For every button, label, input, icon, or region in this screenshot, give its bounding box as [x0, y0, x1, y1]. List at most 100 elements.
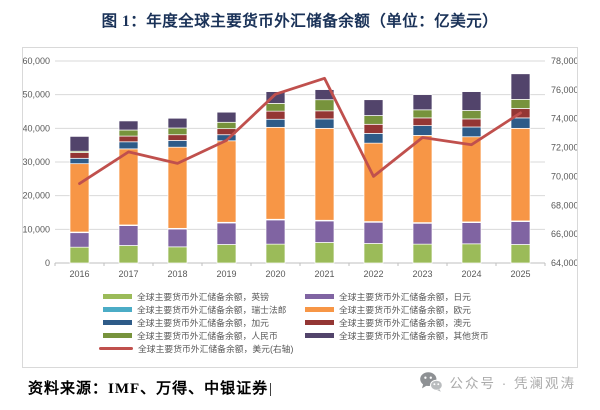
- bar-segment-aud: [412, 117, 433, 126]
- bar-segment-gbp: [167, 246, 188, 264]
- bar-segment-jpy: [69, 232, 90, 248]
- bar-segment-gbp: [363, 243, 384, 264]
- legend-label: 全球主要货币外汇储备余额，瑞士法郎: [137, 305, 287, 315]
- legend-item-aud: 全球主要货币外汇储备余额，澳元: [305, 316, 471, 329]
- source-note[interactable]: 资料来源：IMF、万得、中银证券|: [28, 377, 272, 398]
- bar-segment-cny: [314, 99, 335, 112]
- bar-segment-gbp: [69, 246, 90, 264]
- y-axis-left-tick-label: 0: [45, 258, 50, 268]
- bar-segment-aud: [118, 135, 139, 143]
- legend-item-usd: 全球主要货币外汇储备余额，美元(右轴): [99, 342, 293, 355]
- bar-segment-other: [461, 91, 482, 111]
- x-axis-label: 2017: [118, 269, 138, 279]
- bar-segment-other: [69, 136, 90, 152]
- bar-segment-jpy: [216, 222, 237, 245]
- y-axis-left-tick-label: 20,000: [23, 191, 50, 201]
- bar-segment-cny: [265, 103, 286, 112]
- legend-label: 全球主要货币外汇储备余额，其他货币: [339, 331, 489, 341]
- bar-segment-aud: [461, 118, 482, 128]
- bar-segment-aud: [265, 110, 286, 120]
- y-axis-left-tick-label: 10,000: [23, 224, 50, 234]
- bar-segment-cad: [363, 133, 384, 144]
- y-axis-right-tick-label: 66,000: [551, 229, 577, 239]
- legend-item-cny: 全球主要货币外汇储备余额，人民币: [103, 329, 278, 342]
- legend-label: 全球主要货币外汇储备余额，人民币: [137, 331, 278, 341]
- chart-legend: 全球主要货币外汇储备余额，英镑 全球主要货币外汇储备余额，日元 全球主要货币外汇储备…: [23, 290, 577, 355]
- bar-segment-gbp: [461, 243, 482, 264]
- legend-marker-usd: [99, 347, 133, 350]
- x-axis-label: 2024: [461, 269, 481, 279]
- watermark: 公众号 · 凭澜观涛: [419, 372, 577, 392]
- bar-segment-eur: [461, 136, 482, 223]
- bar-segment-cad: [118, 141, 139, 150]
- legend-item-other: 全球主要货币外汇储备余额，其他货币: [305, 329, 489, 342]
- legend-item-cad: 全球主要货币外汇储备余额，加元: [103, 316, 269, 329]
- bar-segment-cny: [363, 115, 384, 125]
- bar-segment-aud: [167, 134, 188, 141]
- bar-segment-gbp: [510, 244, 531, 264]
- bar-segment-cny: [461, 110, 482, 120]
- bar-segment-other: [510, 73, 531, 100]
- bar-segment-jpy: [461, 222, 482, 245]
- legend-row: 全球主要货币外汇储备余额，加元 全球主要货币外汇储备余额，澳元: [23, 316, 577, 329]
- bar-segment-cny: [118, 129, 139, 137]
- y-axis-left-tick-label: 60,000: [23, 56, 50, 66]
- bar-segment-other: [363, 99, 384, 116]
- chart-container: 0 10,000 20,000 30,000 40,000 50,000 60,000 64,…: [22, 47, 578, 368]
- y-axis-left-tick-label: 50,000: [23, 90, 50, 100]
- bar-segment-gbp: [265, 243, 286, 264]
- legend-marker-jpy: [305, 294, 334, 299]
- bar-segment-cad: [461, 126, 482, 138]
- bar-segment-eur: [216, 140, 237, 223]
- y-axis-left-tick-label: 40,000: [23, 123, 50, 133]
- legend-label: 全球主要货币外汇储备余额，日元: [339, 292, 471, 302]
- bar-segment-cad: [314, 118, 335, 129]
- legend-item-eur: 全球主要货币外汇储备余额，欧元: [305, 303, 471, 316]
- legend-row: 全球主要货币外汇储备余额，瑞士法郎 全球主要货币外汇储备余额，欧元: [23, 303, 577, 316]
- bar-segment-other: [216, 111, 237, 123]
- bar-segment-other: [118, 120, 139, 131]
- wechat-icon: [419, 372, 443, 392]
- x-axis-label: 2021: [314, 269, 334, 279]
- x-axis-label: 2020: [265, 269, 285, 279]
- legend-row: 全球主要货币外汇储备余额，英镑 全球主要货币外汇储备余额，日元: [23, 290, 577, 303]
- y-axis-right-tick-label: 64,000: [551, 258, 577, 268]
- bar-segment-gbp: [118, 245, 139, 264]
- x-axis-label: 2022: [363, 269, 383, 279]
- bar-segment-other: [265, 91, 286, 104]
- bar-segment-eur: [363, 142, 384, 222]
- legend-marker-gbp: [103, 294, 132, 299]
- legend-marker-other: [305, 333, 334, 338]
- bar-segment-cad: [265, 118, 286, 128]
- legend-marker-aud: [305, 320, 334, 325]
- bar-segment-cny: [167, 127, 188, 136]
- legend-row: 全球主要货币外汇储备余额，美元(右轴): [23, 342, 577, 355]
- y-axis-right-tick-label: 78,000: [551, 56, 577, 66]
- bar-segment-jpy: [118, 225, 139, 246]
- bar-segment-gbp: [412, 243, 433, 264]
- x-axis-label: 2023: [412, 269, 432, 279]
- bar-segment-cad: [510, 117, 531, 129]
- source-text: 资料来源：IMF、万得、中银证券: [28, 381, 269, 397]
- x-axis-label: 2018: [167, 269, 187, 279]
- legend-marker-cny: [103, 333, 132, 338]
- x-axis-label: 2016: [69, 269, 89, 279]
- bar-segment-cad: [412, 125, 433, 136]
- bar-segment-other: [412, 94, 433, 111]
- usd-line: [78, 76, 522, 186]
- y-axis-right-tick-label: 74,000: [551, 114, 577, 124]
- legend-marker-cad: [103, 320, 132, 325]
- legend-row: 全球主要货币外汇储备余额，人民币 全球主要货币外汇储备余额，其他货币: [23, 329, 577, 342]
- legend-label: 全球主要货币外汇储备余额，英镑: [137, 292, 269, 302]
- bar-segment-eur: [118, 148, 139, 226]
- bar-segment-aud: [363, 123, 384, 134]
- legend-marker-chf: [103, 307, 132, 312]
- x-axis-label: 2025: [510, 269, 530, 279]
- legend-item-chf: 全球主要货币外汇储备余额，瑞士法郎: [103, 303, 287, 316]
- bar-segment-cny: [510, 99, 531, 109]
- page-title: 图 1：年度全球主要货币外汇储备余额（单位：亿美元）: [101, 13, 499, 30]
- bar-segment-jpy: [363, 221, 384, 244]
- bar-segment-eur: [265, 126, 286, 220]
- bar-segment-jpy: [167, 228, 188, 248]
- watermark-text: 公众号 · 凭澜观涛: [449, 376, 576, 391]
